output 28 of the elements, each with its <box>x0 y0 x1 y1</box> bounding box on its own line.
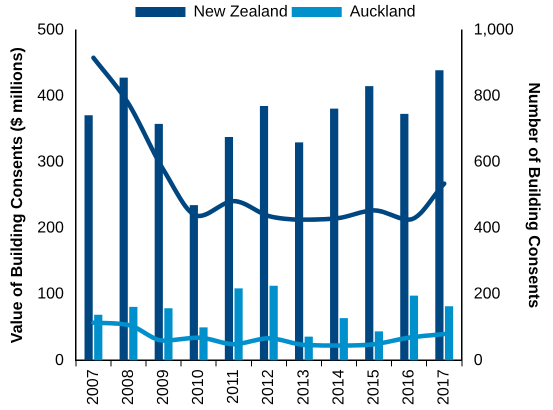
y2-tick-label: 600 <box>474 154 501 171</box>
y-tick-label: 500 <box>37 21 64 38</box>
x-tick-label: 2016 <box>400 369 418 405</box>
x-tick-label: 2007 <box>84 369 102 405</box>
y2-axis-title: Number of Building Consents <box>524 82 542 308</box>
y-tick-label: 200 <box>37 220 64 237</box>
y-axis-title: Value of Building Consents ($ millions) <box>9 47 26 344</box>
y2-tick-label: 800 <box>474 87 501 104</box>
x-tick-label: 2013 <box>295 369 312 405</box>
y2-tick-label: 1,000 <box>474 21 514 38</box>
x-tick-label: 2009 <box>155 369 172 405</box>
y2-tick-label: 0 <box>474 352 483 369</box>
y2-tick-label: 200 <box>474 286 501 303</box>
bar <box>84 115 93 360</box>
legend-label: New Zealand <box>193 3 288 20</box>
x-tick-label: 2011 <box>225 369 242 404</box>
y-tick-label: 0 <box>54 352 64 369</box>
x-tick-label: 2014 <box>330 369 348 405</box>
y-tick-label: 300 <box>37 154 64 171</box>
y2-tick-label: 400 <box>474 220 501 237</box>
x-tick-label: 2012 <box>260 369 278 405</box>
y-tick-label: 100 <box>37 286 64 303</box>
x-tick-label: 2008 <box>120 369 137 405</box>
y-tick-label: 400 <box>37 87 64 104</box>
x-tick-label: 2010 <box>190 369 208 405</box>
legend-label: Auckland <box>350 3 416 20</box>
x-tick-label: 2015 <box>365 369 382 405</box>
x-tick-label: 2017 <box>436 369 453 405</box>
